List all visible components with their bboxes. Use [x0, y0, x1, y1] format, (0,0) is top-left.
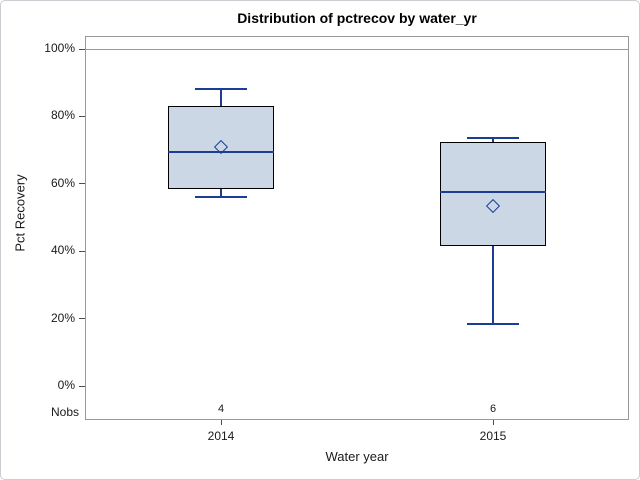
y-tick-mark	[79, 48, 85, 50]
y-tick-mark	[79, 115, 85, 117]
y-tick-label: 100%	[44, 41, 75, 55]
whisker-upper-stem	[220, 89, 222, 107]
y-tick-mark	[79, 318, 85, 320]
median-line	[440, 191, 546, 193]
whisker-max-cap	[467, 137, 519, 140]
whisker-lower-stem	[220, 188, 222, 198]
whisker-lower-stem	[492, 246, 494, 324]
y-tick-label: 20%	[50, 310, 75, 325]
y-tick-label: 60%	[50, 175, 75, 190]
y-tick-label: 40%	[50, 243, 75, 258]
whisker-min-cap	[195, 196, 247, 199]
y-tick-mark	[79, 183, 85, 185]
whisker-upper-stem	[492, 138, 494, 142]
median-line	[168, 151, 274, 153]
reference-line	[85, 49, 629, 50]
nobs-value: 4	[217, 403, 225, 415]
y-tick-mark	[79, 250, 85, 252]
x-axis-title: Water year	[325, 449, 389, 464]
x-tick-label: 2014	[207, 429, 235, 443]
x-tick-mark	[492, 420, 494, 425]
y-tick-label: 0%	[57, 378, 75, 392]
nobs-value: 6	[489, 403, 497, 415]
whisker-min-cap	[467, 322, 519, 325]
plot-area-frame	[85, 36, 629, 420]
x-tick-label: 2015	[479, 429, 507, 443]
chart-title: Distribution of pctrecov by water_yr	[237, 10, 477, 26]
nobs-row-label: Nobs	[50, 405, 79, 419]
box-2015	[440, 141, 546, 247]
whisker-max-cap	[195, 88, 247, 91]
y-tick-mark	[79, 385, 85, 387]
x-tick-mark	[220, 420, 222, 425]
y-tick-label: 80%	[50, 108, 75, 123]
box-2014	[168, 106, 274, 189]
